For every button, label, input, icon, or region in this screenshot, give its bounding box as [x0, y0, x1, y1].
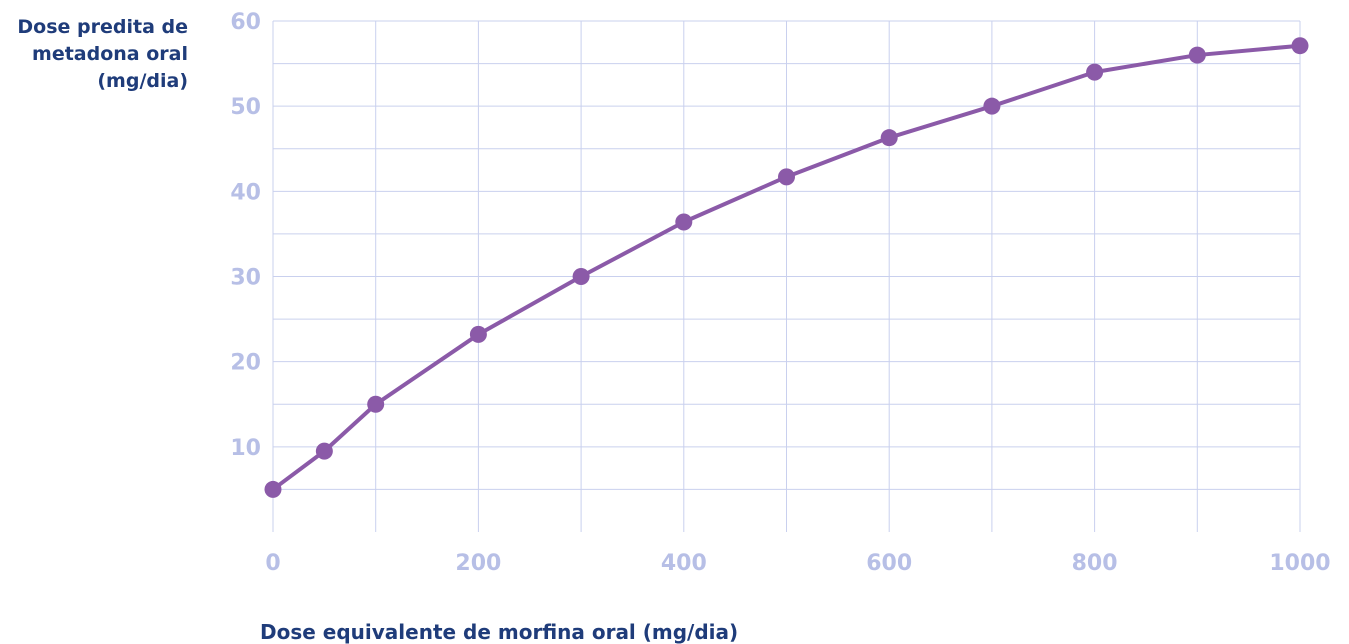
- data-point: [315, 442, 333, 460]
- y-tick-label: 10: [230, 436, 261, 461]
- y-axis-title-line-1: Dose predita de: [17, 16, 188, 38]
- data-point: [1086, 63, 1104, 81]
- data-point: [1291, 37, 1309, 55]
- x-tick-label: 400: [661, 551, 707, 576]
- y-tick-label: 60: [230, 10, 261, 35]
- x-tick-label: 800: [1072, 551, 1118, 576]
- x-axis-title: Dose equivalente de morfina oral (mg/dia…: [260, 620, 739, 644]
- x-tick-label: 200: [455, 551, 501, 576]
- series-line: [271, 43, 1302, 492]
- y-tick-label: 30: [230, 266, 261, 291]
- y-tick-label: 20: [230, 351, 261, 376]
- data-point: [264, 480, 282, 498]
- y-tick-label: 40: [230, 180, 261, 205]
- y-tick-label: 50: [230, 95, 261, 120]
- x-tick-label: 600: [866, 551, 912, 576]
- y-axis-title: Dose predita de metadona oral (mg/dia): [0, 14, 188, 95]
- data-point: [469, 325, 487, 343]
- data-point: [572, 268, 590, 285]
- x-tick-label: 0: [265, 551, 280, 576]
- y-axis-title-line-2: metadona oral: [32, 43, 188, 65]
- data-point: [880, 129, 898, 147]
- data-point: [983, 97, 1001, 115]
- grid: [272, 20, 1301, 532]
- data-point: [1188, 46, 1206, 64]
- data-point: [367, 395, 385, 413]
- x-tick-label: 1000: [1269, 551, 1330, 576]
- series-layer: [264, 37, 1309, 498]
- y-axis-title-line-3: (mg/dia): [97, 70, 188, 92]
- data-point: [675, 213, 693, 231]
- data-point: [778, 168, 795, 186]
